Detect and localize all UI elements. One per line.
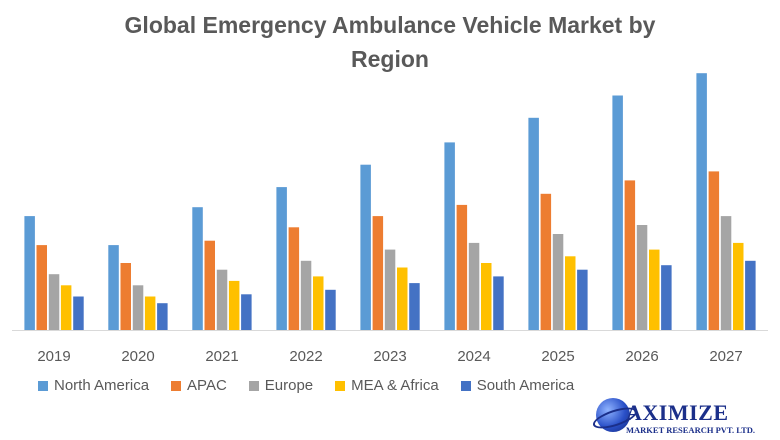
x-tick-label: 2020 [121,348,154,365]
legend-item: Europe [248,377,314,394]
bar-mea-africa-2019 [60,285,72,330]
x-tick-label: 2022 [289,348,322,365]
bar-north-america-2021 [192,207,203,330]
x-tick-label: 2021 [205,348,238,365]
bar-south-america-2023 [409,283,420,330]
bar-europe-2027 [720,216,732,330]
bar-europe-2020 [132,285,144,330]
logo-subtitle: MARKET RESEARCH PVT. LTD. [626,425,756,435]
chart-legend: North America APAC Europe MEA & Africa South… [38,377,596,394]
legend-item: South America [460,377,575,394]
bar-mea-africa-2021 [228,280,240,330]
legend-swatch [171,380,182,391]
bar-europe-2026 [636,225,648,330]
legend-label: Europe [264,377,314,394]
legend-swatch [460,380,471,391]
bar-mea-africa-2022 [313,276,324,330]
bar-north-america-2020 [108,245,119,330]
bar-apac-2026 [624,180,636,330]
bar-north-america-2019 [24,216,35,330]
bar-south-america-2019 [73,296,84,330]
bar-mea-africa-2026 [649,249,660,330]
chart-title-line-1: Global Emergency Ambulance Vehicle Marke… [124,12,656,38]
bar-apac-2020 [120,263,131,330]
bar-north-america-2023 [360,164,371,330]
bar-europe-2022 [300,260,312,330]
legend-label: South America [476,377,575,394]
bar-north-america-2026 [612,95,623,330]
chart-title-line-2: Region [351,46,429,72]
bar-south-america-2022 [325,289,336,330]
chart-title: Global Emergency Ambulance Vehicle Marke… [0,8,780,76]
bar-europe-2023 [384,249,396,330]
bar-europe-2021 [216,269,228,330]
legend-swatch [248,380,259,391]
bar-apac-2021 [204,240,215,330]
bar-apac-2027 [708,171,720,330]
x-tick-label: 2025 [541,348,574,365]
bar-south-america-2020 [157,303,168,330]
bar-apac-2023 [372,216,384,330]
legend-label: North America [54,377,150,394]
bar-north-america-2024 [444,142,455,330]
bar-apac-2019 [36,245,47,330]
bar-north-america-2022 [276,187,287,330]
bar-north-america-2025 [528,117,539,330]
bar-mea-africa-2023 [397,267,408,330]
globe-icon [596,398,630,432]
legend-item: APAC [171,377,227,394]
bar-apac-2024 [456,204,468,330]
bar-south-america-2027 [745,260,756,330]
bar-south-america-2024 [493,276,504,330]
x-tick-label: 2024 [457,348,490,365]
bar-chart: 2019 2020 2021 2022 2023 2024 2025 2026 2027 [12,73,768,365]
bar-europe-2024 [468,242,480,330]
bar-mea-africa-2025 [565,256,576,330]
bar-mea-africa-2020 [144,296,156,330]
x-tick-label: 2026 [625,348,658,365]
legend-label: APAC [187,377,227,394]
legend-swatch [38,380,48,391]
logo-wordmark: AXIMIZE [626,400,729,425]
x-tick-label: 2027 [709,348,742,365]
bar-north-america-2027 [696,73,707,330]
bar-europe-2025 [552,234,564,330]
bar-apac-2022 [288,227,300,330]
legend-swatch [335,380,346,391]
legend-item: MEA & Africa [335,377,439,394]
legend-label: MEA & Africa [351,377,439,394]
x-tick-label: 2023 [373,348,406,365]
bar-europe-2019 [48,274,60,330]
bar-south-america-2021 [241,294,252,330]
bar-south-america-2026 [661,265,672,330]
bar-apac-2025 [540,193,552,330]
bar-mea-africa-2024 [481,263,492,330]
x-tick-label: 2019 [37,348,70,365]
maximize-logo: AXIMIZE MARKET RESEARCH PVT. LTD. [590,398,776,438]
bar-mea-africa-2027 [733,242,744,330]
legend-item: North America [38,377,149,394]
bar-south-america-2025 [577,269,588,330]
